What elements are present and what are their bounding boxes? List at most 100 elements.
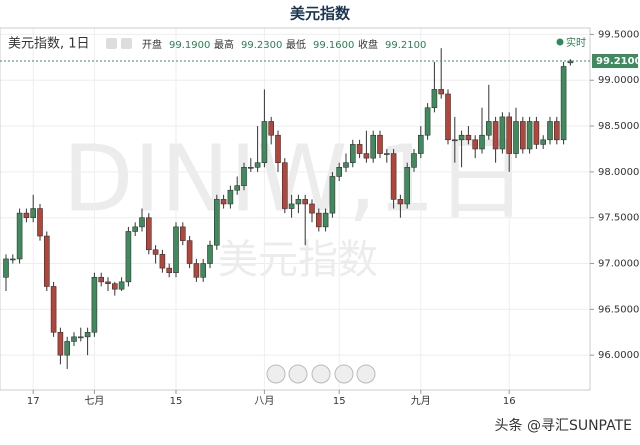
- candle-body: [50, 286, 57, 333]
- candle-body: [152, 249, 159, 255]
- candle-body: [445, 93, 451, 141]
- candle-body: [472, 139, 479, 150]
- candle-body: [281, 162, 288, 209]
- stat-name: 最高: [214, 38, 234, 51]
- candle-body: [485, 121, 492, 136]
- candle-body: [567, 60, 574, 64]
- candle-body: [84, 331, 91, 338]
- candle-body: [526, 121, 533, 150]
- candle-body: [64, 341, 70, 356]
- nav-left[interactable]: [266, 364, 286, 384]
- nav-zoom-in[interactable]: [334, 364, 354, 384]
- y-tick-label: 99.5000: [598, 29, 639, 40]
- candle-body: [173, 226, 179, 273]
- candle-body: [159, 254, 166, 269]
- candle-body: [186, 240, 193, 264]
- nav-reset[interactable]: [311, 364, 331, 384]
- candle-body: [3, 258, 9, 278]
- candle-body: [105, 281, 111, 284]
- candle-body: [227, 189, 234, 205]
- candle-body: [234, 185, 240, 191]
- candle-body: [112, 283, 118, 290]
- candle-body: [533, 121, 540, 145]
- plot-frame: [0, 27, 591, 391]
- candle-body: [295, 199, 302, 205]
- candle-body: [268, 121, 275, 136]
- x-tick-label: 八月: [254, 395, 274, 407]
- x-tick-label: 九月: [411, 395, 431, 407]
- candle-body: [315, 212, 322, 228]
- icon-button[interactable]: [106, 38, 117, 49]
- watermark: DINIW,1日: [63, 125, 528, 232]
- candle-body: [465, 134, 472, 141]
- candle-body: [207, 244, 213, 264]
- stat-value: 99.2300: [241, 40, 282, 51]
- candle-body: [383, 153, 390, 155]
- x-tick-label: 15: [333, 396, 346, 407]
- candle-body: [146, 217, 152, 251]
- candle-body: [71, 336, 77, 342]
- last-price-tag: [592, 53, 638, 68]
- candle-body: [132, 226, 138, 232]
- stat-value: 99.1600: [313, 40, 354, 51]
- stat-name: 收盘: [358, 38, 378, 51]
- last-price-label: 99.2100: [596, 56, 640, 67]
- nav-right[interactable]: [356, 364, 376, 384]
- candle-body: [336, 167, 343, 177]
- candle-body: [506, 116, 513, 154]
- candle-body: [180, 226, 186, 241]
- stats: 开盘 99.1900 最高 99.2300 最低 99.1600 收盘 99.2100: [142, 38, 426, 51]
- candle-body: [322, 212, 329, 228]
- candle-body: [404, 167, 411, 205]
- icon-button[interactable]: [121, 38, 132, 49]
- live-label: 实时: [566, 36, 586, 49]
- candle-body: [553, 121, 560, 141]
- live-dot: [556, 38, 564, 46]
- candle-body: [560, 66, 567, 141]
- candle-body: [363, 153, 370, 159]
- y-tick-label: 96.5000: [598, 304, 639, 315]
- chart-title: 美元指数: [290, 5, 351, 23]
- candle-body: [547, 121, 553, 141]
- stat-name: 开盘: [142, 38, 162, 51]
- candle-body: [139, 217, 145, 228]
- candle-body: [458, 134, 465, 141]
- candle-body: [91, 276, 98, 333]
- candle-body: [377, 134, 383, 154]
- candle-body: [540, 139, 547, 145]
- subtitle: 美元指数, 1日: [8, 37, 90, 52]
- candle-body: [349, 144, 356, 164]
- candle-body: [23, 212, 30, 219]
- candle-body: [37, 208, 43, 237]
- candle-body: [288, 203, 295, 209]
- candle-body: [254, 162, 261, 168]
- watermark-sub: 美元指数: [218, 237, 378, 283]
- candle-body: [275, 134, 281, 164]
- candle-body: [200, 263, 206, 278]
- nav-buttons: [266, 364, 376, 384]
- candle-body: [220, 199, 227, 205]
- candle-body: [417, 134, 424, 154]
- x-tick-label: 15: [170, 396, 183, 407]
- candle-body: [451, 139, 458, 142]
- candle-body: [513, 121, 519, 154]
- x-tick-label: 七月: [84, 395, 104, 407]
- y-tick-label: 99.0000: [598, 75, 639, 86]
- y-tick-label: 98.0000: [598, 167, 639, 178]
- nav-zoom-out[interactable]: [288, 364, 308, 384]
- candle-body: [302, 199, 309, 205]
- candle-body: [10, 258, 16, 261]
- candle-body: [343, 162, 349, 168]
- candle-body: [424, 107, 431, 136]
- y-tick-label: 97.5000: [598, 213, 639, 224]
- stat-value: 99.2100: [385, 40, 426, 51]
- watermarks: DINIW,1日 美元指数: [0, 28, 590, 390]
- candle-body: [397, 199, 404, 205]
- candle-body: [356, 144, 363, 154]
- candle-body: [98, 276, 104, 283]
- candle-body: [261, 121, 268, 164]
- y-tick-label: 96.0000: [598, 350, 639, 361]
- candle-body: [248, 167, 254, 169]
- candle-body: [309, 203, 315, 214]
